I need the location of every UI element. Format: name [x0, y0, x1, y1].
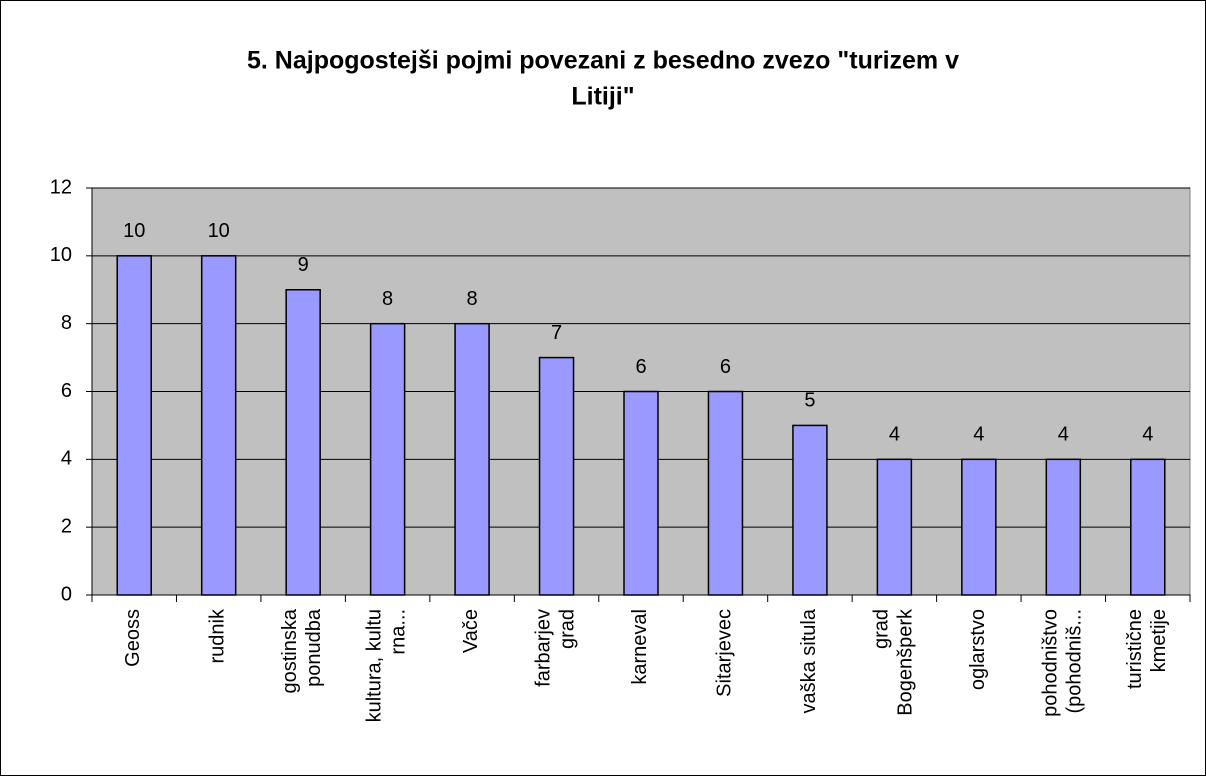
chart-title: Litiji" [571, 83, 634, 111]
bar [961, 458, 997, 596]
data-label: 4 [889, 424, 900, 446]
x-tick-label: oglarstvo [967, 609, 989, 690]
x-tick-label: Sitarjevec [714, 609, 736, 697]
y-tick-label: 4 [61, 448, 72, 470]
y-tick-label: 10 [50, 244, 72, 266]
x-tick-label: Geoss [123, 609, 145, 667]
data-label: 4 [973, 424, 984, 446]
x-tick-label: gostinska ponudba [279, 608, 325, 693]
x-tick-label: Vače [460, 609, 482, 653]
data-label: 9 [298, 254, 309, 276]
bar [116, 255, 152, 596]
bar [285, 289, 321, 596]
y-tick-label: 6 [61, 380, 72, 402]
bar [792, 424, 828, 596]
bar [876, 458, 913, 596]
bar [1045, 458, 1082, 596]
x-tick-label: farbarjev grad [533, 609, 579, 687]
x-tick-label: turistične kmetije [1124, 609, 1170, 689]
bar [707, 390, 744, 596]
bar [454, 322, 490, 596]
data-label: 8 [382, 288, 393, 310]
data-label: 5 [804, 390, 815, 412]
bar [538, 356, 575, 596]
bar [200, 255, 237, 596]
y-tick-label: 2 [61, 515, 72, 537]
data-label: 4 [1058, 424, 1069, 446]
x-tick-label: vaška situla [798, 608, 820, 713]
data-label: 6 [720, 356, 731, 378]
y-tick-label: 0 [61, 583, 72, 605]
y-tick-label: 12 [50, 176, 72, 198]
x-tick-label: karneval [629, 609, 651, 685]
x-tick-label: rudnik [207, 608, 229, 663]
data-label: 7 [551, 322, 562, 344]
bar [1130, 458, 1166, 596]
bar [369, 322, 406, 596]
y-tick-label: 8 [61, 312, 72, 334]
data-label: 6 [635, 356, 646, 378]
data-label: 10 [208, 220, 230, 242]
chart-title: 5. Najpogostejši pojmi povezani z besedn… [247, 47, 959, 75]
x-tick-label: kultura, kultu rna... [364, 609, 410, 722]
data-label: 10 [123, 220, 145, 242]
x-tick-label: grad Bogenšperk [871, 608, 917, 716]
x-tick-label: pohodništvo (pohodniš... [1040, 609, 1086, 717]
bar [623, 390, 659, 596]
data-label: 4 [1142, 424, 1153, 446]
data-label: 8 [467, 288, 478, 310]
